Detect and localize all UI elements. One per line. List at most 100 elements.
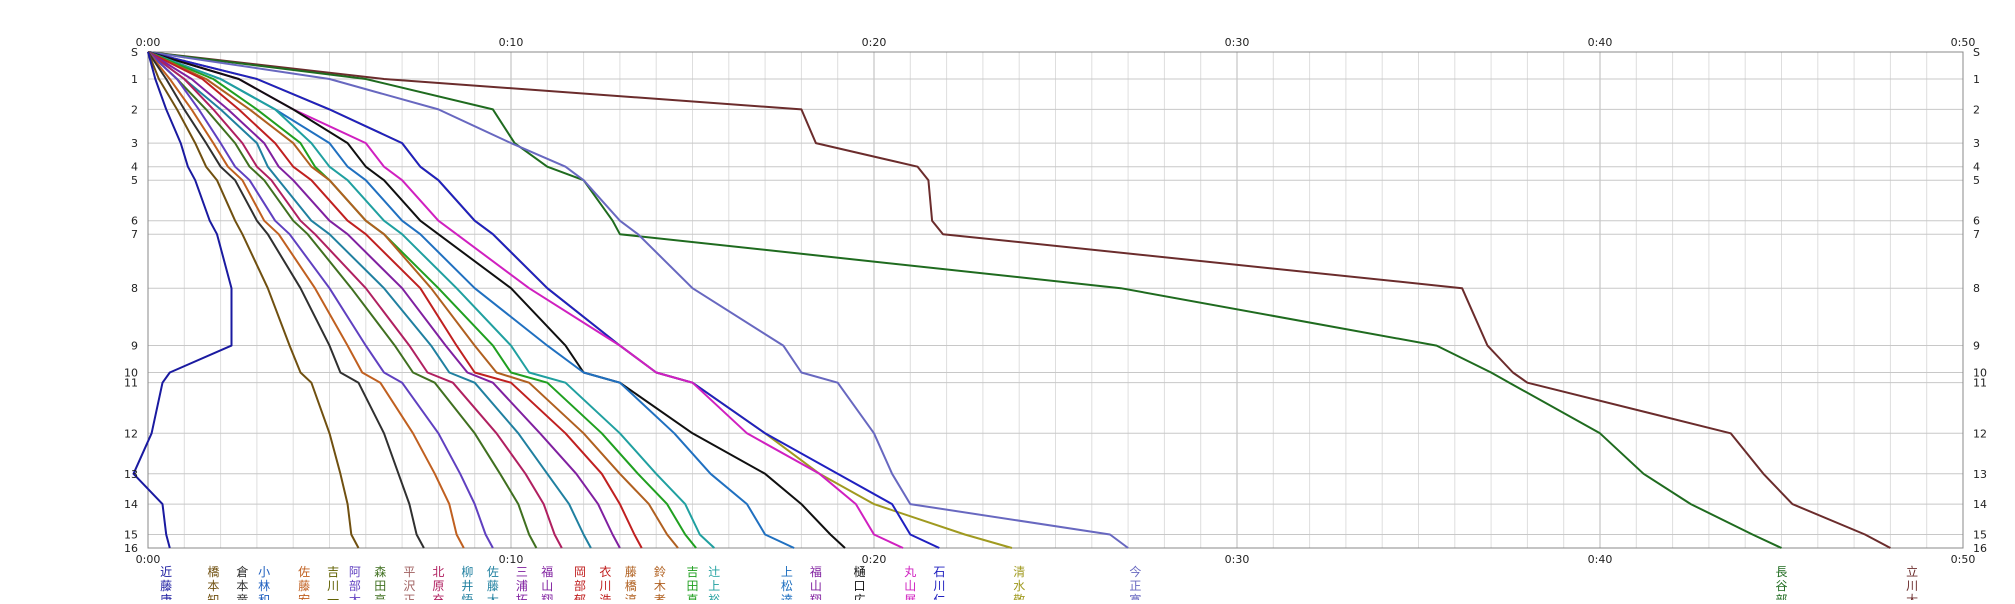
series-line xyxy=(132,51,233,549)
runner-name-char: 小 xyxy=(258,565,270,579)
runner-name-char: 三 xyxy=(516,565,528,579)
y-tick-label-left: 13 xyxy=(124,468,138,481)
series-line xyxy=(147,51,795,549)
runner-name-label: 福山翔 xyxy=(810,564,822,604)
runner-name-char: 上 xyxy=(781,565,793,579)
y-tick-label-right: 13 xyxy=(1973,468,1987,481)
runner-name-char: 藤 xyxy=(298,579,310,593)
y-tick-label-right: 2 xyxy=(1973,103,1980,116)
x-tick-label-bottom: 0:20 xyxy=(862,553,887,566)
runner-name-char: 本 xyxy=(236,579,248,593)
runner-name-char: 部 xyxy=(1775,592,1787,600)
runner-name-char: 拓 xyxy=(516,593,528,600)
runner-name-char: 展 xyxy=(904,593,916,600)
x-tick-label-top: 0:20 xyxy=(862,36,887,49)
x-tick-label-top: 0:00 xyxy=(136,36,161,49)
runner-name-char: 石 xyxy=(933,565,945,579)
y-tick-label-left: 14 xyxy=(124,498,138,511)
runner-name-char: 孝 xyxy=(654,593,666,600)
axes xyxy=(147,51,1964,549)
runner-name-label: 丸山展 xyxy=(904,565,916,604)
series-line xyxy=(147,51,1129,549)
runner-name-char: 近 xyxy=(160,565,172,579)
runner-name-char: 松 xyxy=(781,579,793,593)
runner-name-char: 平 xyxy=(403,565,415,579)
runner-name-char: 部 xyxy=(574,578,586,593)
runner-name-char: 林 xyxy=(258,579,270,593)
runner-name-char: 川 xyxy=(327,579,339,593)
y-tick-label-right: 7 xyxy=(1973,228,1980,241)
y-tick-label-left: 4 xyxy=(131,161,138,174)
runner-name-char: 立 xyxy=(1906,564,1918,579)
runner-name-char: 丸 xyxy=(904,565,916,579)
plot-frame xyxy=(147,51,1964,549)
series-line xyxy=(147,51,621,549)
runner-name-char: 佐 xyxy=(487,565,499,579)
series-line xyxy=(147,51,592,549)
grid-lines xyxy=(147,51,1964,549)
runner-name-char: 宏 xyxy=(298,592,310,600)
runner-name-label: 今正寛 xyxy=(1129,564,1141,604)
runner-name-label: 福山翔 xyxy=(541,564,553,604)
runner-name-char: 達 xyxy=(781,593,793,600)
runner-name-char: 藤 xyxy=(625,565,637,579)
runner-name-char: 敬 xyxy=(1013,593,1025,600)
runner-name-label: 近藤康 xyxy=(160,565,172,604)
runner-name-label: 平沢正 xyxy=(403,565,415,604)
runner-name-char: 山 xyxy=(810,579,822,593)
series-line xyxy=(147,51,679,549)
runner-name-char: 佐 xyxy=(298,565,310,579)
runner-name-char: 川 xyxy=(1906,579,1918,593)
runner-name-char: 翔 xyxy=(541,593,553,600)
runner-name-char: 口 xyxy=(853,579,865,593)
runner-name-label: 阿部太 xyxy=(349,565,361,604)
runner-name-char: 広 xyxy=(853,593,865,600)
series-line xyxy=(147,51,715,549)
runner-name-char: 橋 xyxy=(207,565,219,579)
runner-name-char: 吉 xyxy=(686,565,698,579)
runner-name-char: 今 xyxy=(1129,564,1141,579)
runner-name-label: 鈴木孝 xyxy=(654,564,666,604)
runner-name-char: 一 xyxy=(327,593,339,600)
runner-name-char: 沢 xyxy=(403,579,415,593)
series-lines xyxy=(132,51,1891,549)
y-tick-label-right: 16 xyxy=(1973,542,1987,555)
runner-name-label: 上松達 xyxy=(781,565,793,604)
tick-labels: 0:00 0:10 0:20 0:30 0:40 0:50 0:00 0:10 0:20 0:30… xyxy=(124,36,1987,566)
runner-name-char: 福 xyxy=(541,564,553,579)
runner-name-char: 藤 xyxy=(160,579,172,593)
series-line xyxy=(147,51,904,549)
series-line xyxy=(147,51,697,549)
x-tick-label-bottom: 0:00 xyxy=(136,553,161,566)
runner-name-label: 佐藤大 xyxy=(487,565,499,604)
series-line xyxy=(147,51,563,549)
runner-name-label: 石川仁 xyxy=(933,565,945,604)
runner-name-char: 亮 xyxy=(374,592,386,600)
runner-name-char: 鈴 xyxy=(654,564,666,579)
runner-name-label: 森田亮 xyxy=(374,564,386,604)
runner-name-char: 谷 xyxy=(1775,579,1787,593)
runner-name-label: 佐藤宏 xyxy=(298,565,310,604)
runner-name-char: 大 xyxy=(1906,593,1918,600)
series-line xyxy=(147,51,360,549)
runner-name-char: 部 xyxy=(349,578,361,593)
y-tick-label-left: 8 xyxy=(131,282,138,295)
y-tick-label-left: 2 xyxy=(131,103,138,116)
y-tick-label-left: S xyxy=(131,46,138,59)
y-tick-label-right: 4 xyxy=(1973,161,1980,174)
runner-name-char: 正 xyxy=(1129,579,1141,593)
x-tick-label-bottom: 0:30 xyxy=(1225,553,1250,566)
runner-name-char: 岡 xyxy=(574,565,586,579)
runner-name-labels: 近藤康橋本知倉本竜小林和佐藤宏吉川一阿部太森田亮平沢正北原充柳井悟佐藤大三浦拓福… xyxy=(160,564,1918,604)
runner-name-label: 衣川浩 xyxy=(599,564,611,604)
runner-name-char: 正 xyxy=(403,593,415,600)
y-tick-label-left: 9 xyxy=(131,340,138,353)
runner-name-char: 原 xyxy=(432,579,444,593)
runner-name-label: 藤橋淳 xyxy=(625,565,637,604)
y-tick-label-right: 15 xyxy=(1973,529,1987,542)
series-line xyxy=(147,51,465,549)
runner-name-label: 長谷部 xyxy=(1775,565,1787,604)
y-tick-label-right: 12 xyxy=(1973,427,1987,440)
y-tick-label-left: 1 xyxy=(131,73,138,86)
runner-name-label: 小林和 xyxy=(258,565,270,604)
